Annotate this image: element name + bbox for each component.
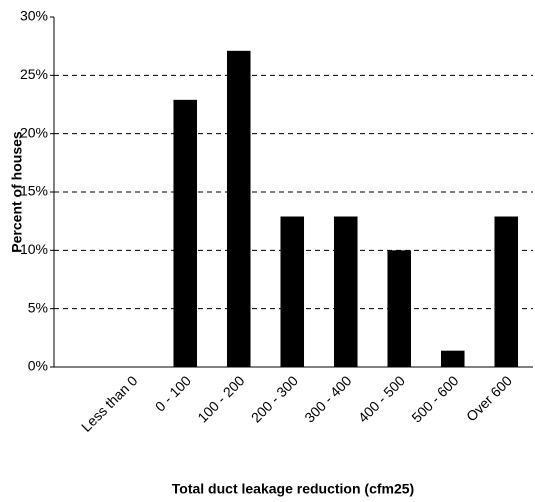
- y-tick-label: 30%: [20, 8, 48, 24]
- x-tick-label: 500 - 600: [408, 372, 461, 425]
- x-tick-label: Over 600: [463, 372, 515, 424]
- y-tick-label: 0%: [28, 358, 48, 374]
- bar: [333, 216, 358, 367]
- bar: [440, 350, 465, 367]
- y-tick-label: 15%: [20, 183, 48, 199]
- y-axis-label: Percent of houses: [9, 131, 25, 253]
- bar: [280, 216, 305, 367]
- bar: [173, 99, 198, 367]
- bar: [226, 50, 251, 367]
- y-tick-label: 25%: [20, 66, 48, 82]
- y-tick-label: 20%: [20, 124, 48, 140]
- x-tick-label: 300 - 400: [301, 372, 354, 425]
- y-tick-label: 5%: [28, 299, 48, 315]
- x-axis-label: Total duct leakage reduction (cfm25): [172, 481, 414, 497]
- x-tick-label: Less than 0: [78, 372, 141, 435]
- x-tick-label: 400 - 500: [355, 372, 408, 425]
- y-tick-label: 10%: [20, 241, 48, 257]
- x-tick-label: 0 - 100: [152, 372, 194, 414]
- bar: [387, 250, 412, 367]
- x-tick-label: 100 - 200: [194, 372, 247, 425]
- bar: [494, 216, 519, 367]
- x-tick-label: 200 - 300: [248, 372, 301, 425]
